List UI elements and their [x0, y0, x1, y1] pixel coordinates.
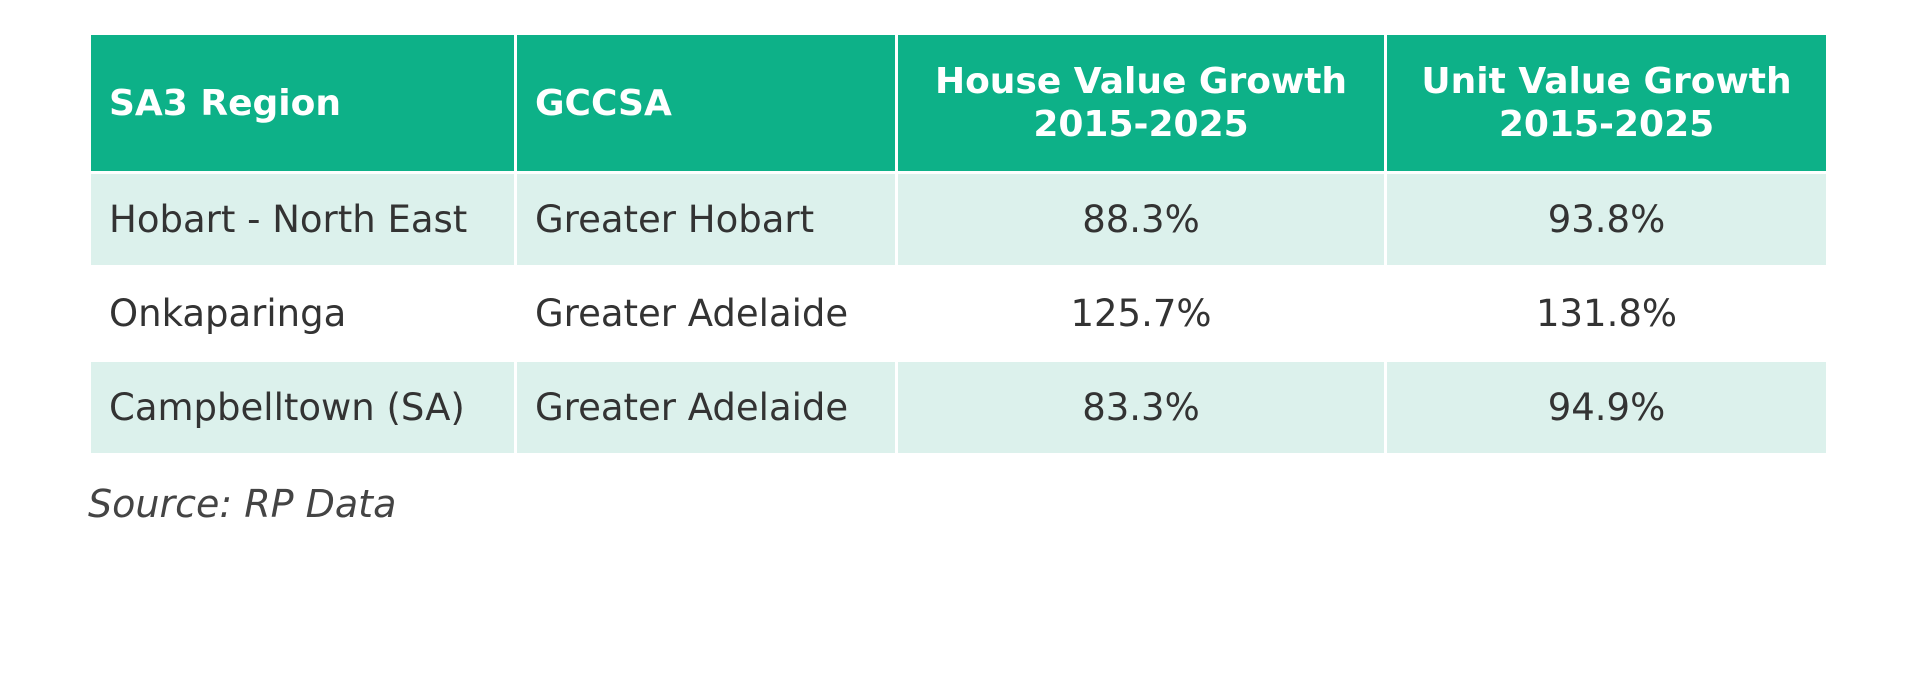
header-gccsa: GCCSA	[514, 32, 898, 174]
table-row: Onkaparinga Greater Adelaide 125.7% 131.…	[88, 265, 1829, 362]
cell-region: Campbelltown (SA)	[88, 359, 517, 456]
source-note: Source: RP Data	[88, 482, 397, 526]
header-sa3-region: SA3 Region	[88, 32, 517, 174]
header-row: SA3 Region GCCSA House Value Growth 2015…	[88, 32, 1829, 174]
cell-house-growth: 83.3%	[895, 359, 1387, 456]
cell-unit-growth: 131.8%	[1384, 265, 1829, 362]
header-house-growth: House Value Growth 2015-2025	[895, 32, 1387, 174]
header-unit-growth: Unit Value Growth 2015-2025	[1384, 32, 1829, 174]
cell-house-growth: 125.7%	[895, 265, 1387, 362]
cell-unit-growth: 94.9%	[1384, 359, 1829, 456]
cell-gccsa: Greater Hobart	[514, 171, 898, 268]
cell-gccsa: Greater Adelaide	[514, 265, 898, 362]
cell-region: Onkaparinga	[88, 265, 517, 362]
cell-unit-growth: 93.8%	[1384, 171, 1829, 268]
cell-house-growth: 88.3%	[895, 171, 1387, 268]
table-row: Campbelltown (SA) Greater Adelaide 83.3%…	[88, 359, 1829, 456]
cell-gccsa: Greater Adelaide	[514, 359, 898, 456]
table-row: Hobart - North East Greater Hobart 88.3%…	[88, 171, 1829, 268]
cell-region: Hobart - North East	[88, 171, 517, 268]
growth-table: SA3 Region GCCSA House Value Growth 2015…	[88, 32, 1829, 456]
